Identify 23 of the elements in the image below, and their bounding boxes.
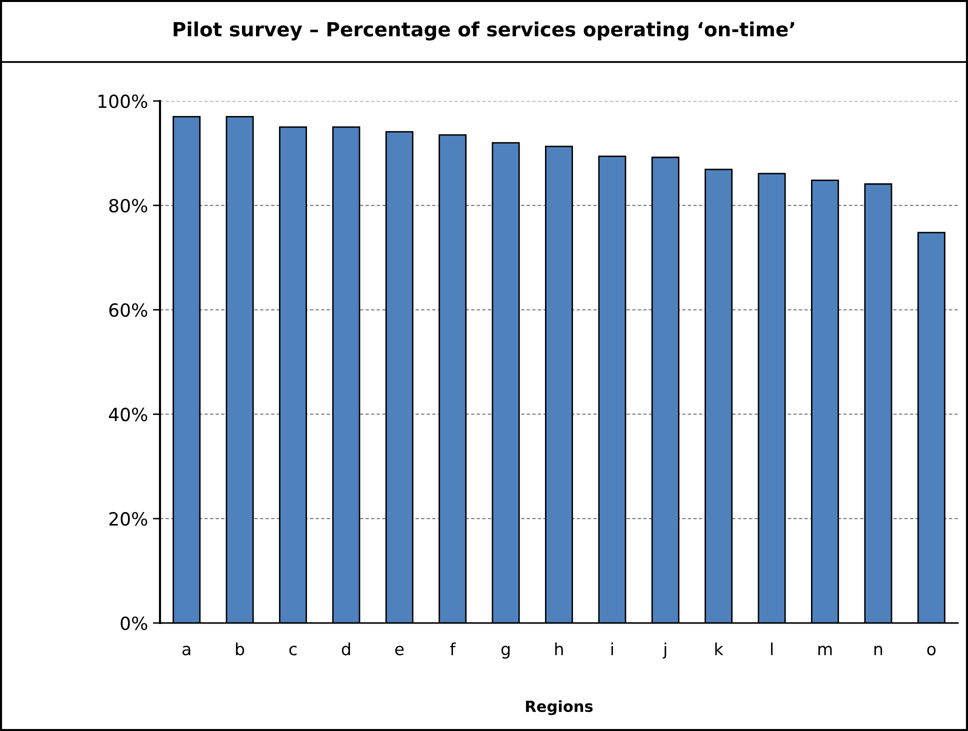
- y-tick-label: 60%: [109, 303, 148, 317]
- x-tick-label: n: [874, 646, 882, 656]
- x-tick-label: h: [555, 642, 563, 656]
- x-tick-label: d: [342, 642, 350, 656]
- y-tick-label: 40%: [108, 408, 148, 422]
- x-tick-label: c: [289, 646, 297, 656]
- x-tick-label: a: [182, 646, 190, 656]
- x-tick-label: f: [450, 642, 456, 656]
- x-tick-label: e: [395, 646, 404, 656]
- x-tick-label: o: [927, 646, 936, 656]
- x-tick-label: b: [236, 642, 244, 656]
- y-tick-label: 20%: [109, 512, 148, 526]
- x-tick-label: g: [501, 646, 510, 659]
- chart-title: Pilot survey – Percentage of services operating ‘on-time’: [174, 22, 794, 40]
- y-tick-label: 0%: [120, 616, 148, 630]
- x-tick-label: l: [771, 642, 773, 656]
- x-tick-label: m: [818, 646, 832, 656]
- y-tick-label: 80%: [109, 198, 148, 213]
- y-tick-label: 100%: [98, 94, 148, 108]
- x-tick-label: k: [715, 642, 724, 656]
- x-tick-label: i: [611, 642, 613, 656]
- x-axis-title: Regions: [526, 700, 593, 716]
- x-tick-label: j: [662, 642, 666, 659]
